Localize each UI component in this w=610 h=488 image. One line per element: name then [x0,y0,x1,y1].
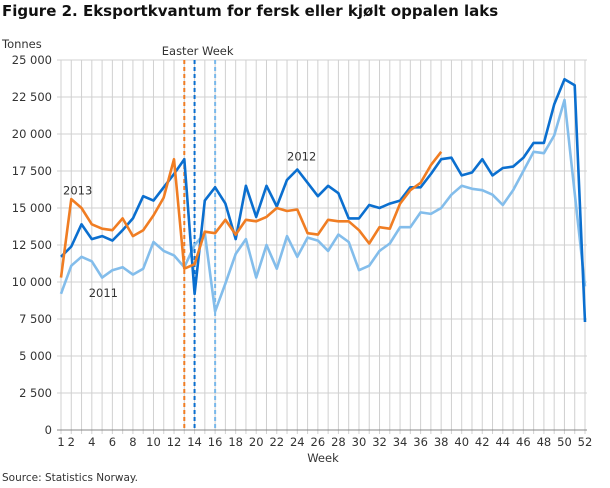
x-tick-label: 44 [495,435,510,449]
x-tick-label: 2 [68,435,75,449]
x-tick-label: 30 [352,435,367,449]
x-tick-label: 48 [537,435,552,449]
x-tick-label: 38 [434,435,449,449]
x-tick-label: 28 [331,435,346,449]
x-tick-label: 1 [57,435,64,449]
x-tick-label: 16 [208,435,223,449]
x-tick-label: 14 [187,435,202,449]
x-tick-label: 32 [372,435,387,449]
y-tick-label: 5 000 [19,349,52,363]
x-tick-label: 10 [146,435,161,449]
x-tick-label: 40 [454,435,469,449]
y-tick-label: 7 500 [19,312,52,326]
series-line-2013 [59,151,443,278]
x-tick-label: 36 [413,435,428,449]
y-tick-label: 25 000 [12,53,52,67]
y-tick-label: 15 000 [12,201,52,215]
x-tick-label: 8 [129,435,136,449]
x-axis-label: Week [307,451,339,465]
easter-week-annotation: Easter Week [162,44,234,58]
x-tick-label: 52 [578,435,593,449]
y-tick-label: 17 500 [12,164,52,178]
series-line-2011 [59,98,587,313]
chart-title: Figure 2. Eksportkvantum for fersk eller… [2,2,499,20]
y-axis-label: Tonnes [1,37,42,51]
x-tick-label: 18 [228,435,243,449]
x-tick-label: 24 [290,435,305,449]
series-label-2013: 2013 [63,184,92,198]
x-tick-label: 42 [475,435,490,449]
x-tick-label: 26 [311,435,326,449]
y-tick-label: 22 500 [12,90,52,104]
x-tick-label: 46 [516,435,531,449]
x-tick-label: 12 [167,435,182,449]
x-tick-label: 22 [269,435,284,449]
y-tick-label: 12 500 [12,238,52,252]
x-tick-label: 6 [109,435,116,449]
series-line-2012 [60,77,587,323]
y-tick-label: 2 500 [19,386,52,400]
y-tick-label: 20 000 [12,127,52,141]
y-tick-label: 10 000 [12,275,52,289]
source-note: Source: Statistics Norway. [2,472,138,484]
x-tick-label: 4 [88,435,95,449]
x-tick-label: 20 [249,435,264,449]
y-tick-label: 0 [45,423,52,437]
series-label-2011: 2011 [89,286,118,300]
x-tick-label: 50 [557,435,572,449]
series-label-2012: 2012 [287,150,316,164]
x-tick-label: 34 [393,435,408,449]
